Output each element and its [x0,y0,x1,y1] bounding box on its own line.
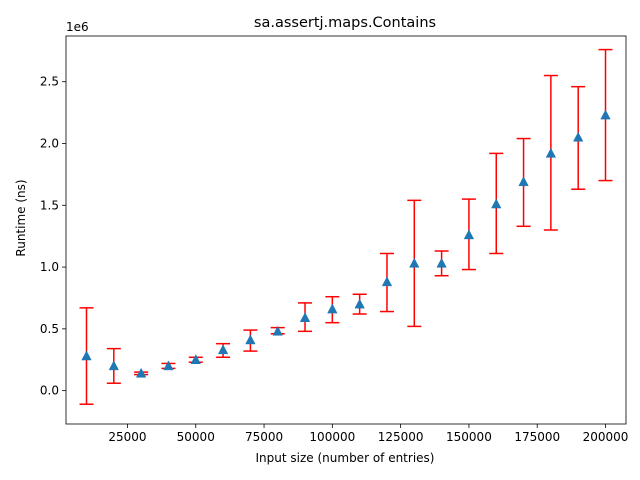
plot-area-frame [65,35,627,425]
data-point-marker [381,276,393,287]
y-tick-label: 0.0 [40,384,59,398]
data-point-marker [135,367,147,378]
marker-layer [81,109,611,378]
data-point-marker [327,303,338,314]
data-point-marker [217,344,229,355]
y-axis-offset-label: 1e6 [66,20,89,34]
x-tick-label: 150000 [446,430,492,444]
data-point-marker [108,360,119,371]
data-point-marker [573,131,584,142]
data-point-marker [545,147,557,158]
x-tick-label: 75000 [245,430,283,444]
x-tick-label: 100000 [309,430,355,444]
x-axis-ticks: 25000 50000 75000 100000 125000 150000 175000 2… [108,424,628,444]
data-point-marker [600,109,611,120]
data-point-marker [436,257,447,268]
y-tick-label: 0.5 [40,322,59,336]
y-tick-label: 2.5 [40,75,59,89]
x-axis-label: Input size (number of entries) [256,451,435,465]
x-tick-label: 25000 [108,430,146,444]
y-axis-ticks: 0.0 0.5 1.0 1.5 2.0 2.5 [40,75,66,398]
data-point-marker [163,360,174,371]
data-point-marker [409,257,420,268]
data-point-marker [463,229,475,240]
x-tick-label: 200000 [583,430,629,444]
x-tick-label: 125000 [378,430,424,444]
data-point-marker [354,298,365,309]
data-point-marker [81,350,92,361]
data-point-marker [491,198,502,209]
y-axis-label: Runtime (ns) [14,179,28,256]
data-point-marker [190,354,201,364]
y-tick-label: 1.5 [40,198,59,212]
chart-title: sa.assertj.maps.Contains [254,15,436,31]
x-tick-label: 50000 [177,430,215,444]
data-point-marker [299,312,311,322]
y-tick-label: 1.0 [40,260,59,274]
data-point-marker [245,334,256,345]
y-tick-label: 2.0 [40,137,59,151]
x-tick-label: 175000 [514,430,560,444]
data-point-marker [272,325,283,336]
data-point-marker [518,176,529,187]
